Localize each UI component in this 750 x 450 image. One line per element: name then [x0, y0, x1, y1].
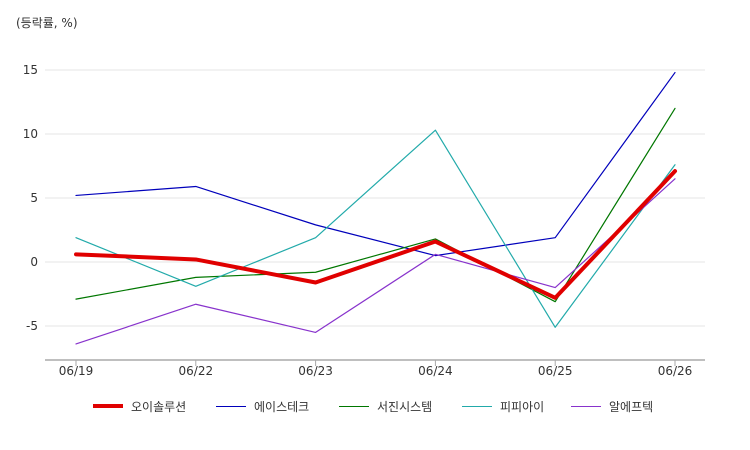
- x-tick-label: 06/23: [298, 364, 333, 378]
- legend-swatch: [216, 405, 246, 407]
- series-line-5: [75, 178, 676, 345]
- x-tick-label: 06/19: [59, 364, 94, 378]
- legend-item-4[interactable]: 피피아이: [462, 396, 544, 416]
- x-tick-label: 06/24: [418, 364, 453, 378]
- chart-legend: 오이솔루션 에이스테크 서진시스템 피피아이 알에프텍: [0, 396, 750, 416]
- y-tick-label: -5: [26, 319, 38, 333]
- series-line-1: [74, 169, 677, 300]
- x-tick-label: 06/22: [179, 364, 214, 378]
- legend-item-2[interactable]: 에이스테크: [216, 396, 309, 416]
- legend-swatch: [571, 405, 601, 407]
- legend-swatch: [93, 404, 123, 408]
- y-tick-label: 5: [30, 191, 38, 205]
- legend-item-5[interactable]: 알에프텍: [571, 396, 653, 416]
- series-line-3: [75, 107, 676, 303]
- y-axis-unit-label: (등락률, %): [16, 16, 78, 30]
- legend-label: 오이솔루션: [131, 399, 187, 414]
- x-tick-label: 06/26: [658, 364, 693, 378]
- legend-item-1[interactable]: 오이솔루션: [93, 396, 186, 416]
- legend-item-3[interactable]: 서진시스템: [339, 396, 432, 416]
- legend-label: 알에프텍: [609, 399, 654, 414]
- y-tick-label: 10: [23, 127, 38, 141]
- line-chart: 15 10 5 0 -5 06/19 06/22 06/23 06/24 06/25 06/26: [23, 63, 705, 378]
- legend-swatch: [339, 405, 369, 407]
- legend-label: 서진시스템: [377, 399, 433, 414]
- y-tick-label: 15: [23, 63, 38, 77]
- x-tick-label: 06/25: [538, 364, 573, 378]
- legend-label: 에이스테크: [254, 399, 310, 414]
- legend-label: 피피아이: [500, 399, 545, 414]
- legend-swatch: [462, 405, 492, 407]
- series-line-4: [75, 129, 676, 328]
- y-tick-label: 0: [30, 255, 38, 269]
- series-line-2: [75, 71, 676, 257]
